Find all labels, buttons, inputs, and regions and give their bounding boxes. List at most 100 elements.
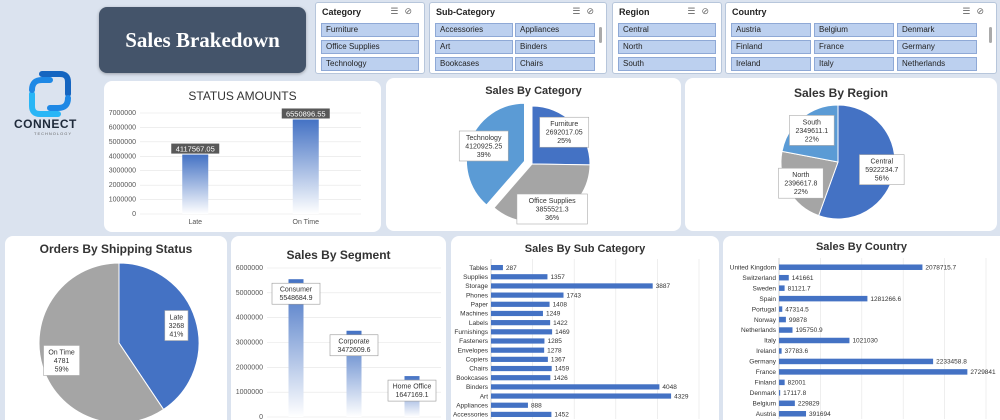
slicer-item-belgium[interactable]: Belgium — [814, 23, 894, 37]
pie-label-percent: 25% — [557, 138, 571, 145]
segment-chart-title: Sales By Segment — [286, 248, 391, 262]
pie-label-name: North — [792, 172, 809, 179]
pie-label-value: 2396617.8 — [784, 181, 817, 188]
data-label-box — [271, 282, 321, 305]
pie-label-value: 4781 — [54, 358, 70, 365]
y-tick-label: Accessories — [453, 412, 489, 419]
data-label: 1249 — [546, 311, 561, 318]
pie-label-value: 5922234.7 — [865, 167, 898, 174]
bar-switzerland — [779, 274, 789, 281]
logo-tagline: TECHNOLOGY — [34, 131, 73, 136]
slicer-item-france[interactable]: France — [814, 40, 894, 54]
pie-label-box — [539, 116, 590, 148]
slicer-item-central[interactable]: Central — [618, 23, 716, 37]
y-tick-label: 2000000 — [109, 182, 136, 189]
clear-filter-icon[interactable]: ⊘ — [586, 6, 600, 16]
y-tick-label: Phones — [466, 292, 489, 299]
multi-select-icon[interactable]: ☰ — [390, 6, 405, 16]
y-tick-label: Appliances — [456, 402, 489, 409]
slicer-item-denmark[interactable]: Denmark — [897, 23, 977, 37]
sales-by-segment-panel: Sales By Segment 6000000 5000000 4000000 30… — [231, 236, 446, 420]
clear-filter-icon[interactable]: ⊘ — [404, 6, 418, 16]
dashboard-title: Sales Brakedown — [125, 27, 280, 52]
slicer-item-accessories[interactable]: Accessories — [435, 23, 513, 37]
pie-label-value: 3855521.3 — [536, 206, 569, 213]
multi-select-icon[interactable]: ☰ — [687, 6, 702, 16]
data-label: 141661 — [792, 275, 814, 282]
y-tick-label: 3000000 — [236, 340, 263, 347]
slicer-item-bookcases[interactable]: Bookcases — [435, 57, 513, 71]
slicer-item-art[interactable]: Art — [435, 40, 513, 54]
slicer-item-technology[interactable]: Technology — [321, 57, 419, 71]
data-label-box — [387, 379, 437, 402]
slicer-item-italy[interactable]: Italy — [814, 57, 894, 71]
slicer-item-netherlands[interactable]: Netherlands — [897, 57, 977, 71]
slicer-item-office-supplies[interactable]: Office Supplies — [321, 40, 419, 54]
data-label: 3472609.6 — [337, 347, 370, 354]
y-tick-label: 0 — [259, 414, 263, 420]
y-tick-label: Machines — [460, 311, 489, 318]
slicer-item-binders[interactable]: Binders — [515, 40, 595, 54]
status-chart-title: STATUS AMOUNTS — [188, 89, 297, 103]
y-tick-label: Switzerland — [742, 275, 776, 282]
data-label: 1357 — [550, 274, 565, 281]
multi-select-icon[interactable]: ☰ — [572, 6, 587, 16]
bar-netherlands — [779, 327, 793, 333]
clear-filter-icon[interactable]: ⊘ — [976, 6, 990, 16]
data-label: 1278 — [547, 347, 562, 354]
data-label: 1459 — [555, 366, 570, 373]
data-label: 4117567.05 — [176, 145, 215, 154]
slicer-item-appliances[interactable]: Appliances — [515, 23, 595, 37]
multi-select-icon[interactable]: ☰ — [962, 6, 977, 16]
y-tick-label: Netherlands — [741, 327, 777, 334]
slicer-scrollbar[interactable] — [989, 27, 992, 43]
y-tick-label: 0 — [132, 211, 136, 218]
data-label: 195750.9 — [796, 327, 823, 334]
y-tick-label: Austria — [756, 411, 777, 418]
pie-label-percent: 22% — [805, 136, 819, 143]
y-tick-label: 6000000 — [236, 265, 263, 272]
y-tick-label: Norway — [754, 317, 777, 324]
slicer-item-south[interactable]: South — [618, 57, 716, 71]
bar-austria — [779, 411, 807, 417]
clear-filter-icon[interactable]: ⊘ — [701, 6, 715, 16]
slicer-item-germany[interactable]: Germany — [897, 40, 977, 54]
slicer-item-finland[interactable]: Finland — [731, 40, 811, 54]
connect-logo-icon — [29, 71, 71, 117]
data-label: 81121.7 — [788, 285, 811, 292]
pie-label-percent: 36% — [545, 215, 559, 222]
slicer-item-austria[interactable]: Austria — [731, 23, 811, 37]
y-tick-label: 5000000 — [109, 139, 136, 146]
data-label: 229829 — [798, 401, 820, 408]
data-label: 2729841 — [970, 369, 996, 376]
y-tick-label: Tables — [469, 265, 489, 272]
dashboard-title-box: Sales Brakedown — [99, 7, 306, 73]
sales-by-region-chart: Central5922234.756%North2396617.822%Sout… — [778, 104, 905, 220]
data-label: 37783.6 — [785, 348, 809, 355]
bar-supplies — [491, 274, 548, 280]
pie-slice-on-time — [38, 262, 165, 420]
slicer-item-furniture[interactable]: Furniture — [321, 23, 419, 37]
bar-art — [491, 393, 672, 399]
bar-united-kingdom — [779, 264, 923, 270]
region-slicer[interactable]: Region ☰⊘ Central North South — [612, 2, 722, 74]
category-slicer[interactable]: Category ☰⊘ Furniture Office Supplies Te… — [315, 2, 425, 74]
bar-furnishings — [491, 329, 553, 335]
slicer-item-north[interactable]: North — [618, 40, 716, 54]
bar-tables — [491, 264, 503, 271]
data-label: 1408 — [553, 301, 568, 308]
y-tick-label: 1000000 — [109, 197, 136, 204]
data-label-box — [171, 143, 220, 154]
country-slicer[interactable]: Country ☰⊘ Austria Belgium Denmark Finla… — [725, 2, 997, 74]
subcategory-slicer[interactable]: Sub-Category ☰⊘ Accessories Appliances A… — [429, 2, 607, 74]
data-label: 1469 — [555, 329, 570, 336]
slicer-item-chairs[interactable]: Chairs — [515, 57, 595, 71]
y-tick-label: Finland — [755, 380, 777, 387]
status-amounts-panel: STATUS AMOUNTS 7000000 6000000 5000000 4000… — [104, 81, 381, 232]
bar-on-time — [292, 119, 319, 214]
data-label-name: Corporate — [338, 338, 369, 345]
y-tick-label: Portugal — [752, 306, 777, 313]
slicer-item-ireland[interactable]: Ireland — [731, 57, 811, 71]
slicer-scrollbar[interactable] — [599, 27, 602, 43]
